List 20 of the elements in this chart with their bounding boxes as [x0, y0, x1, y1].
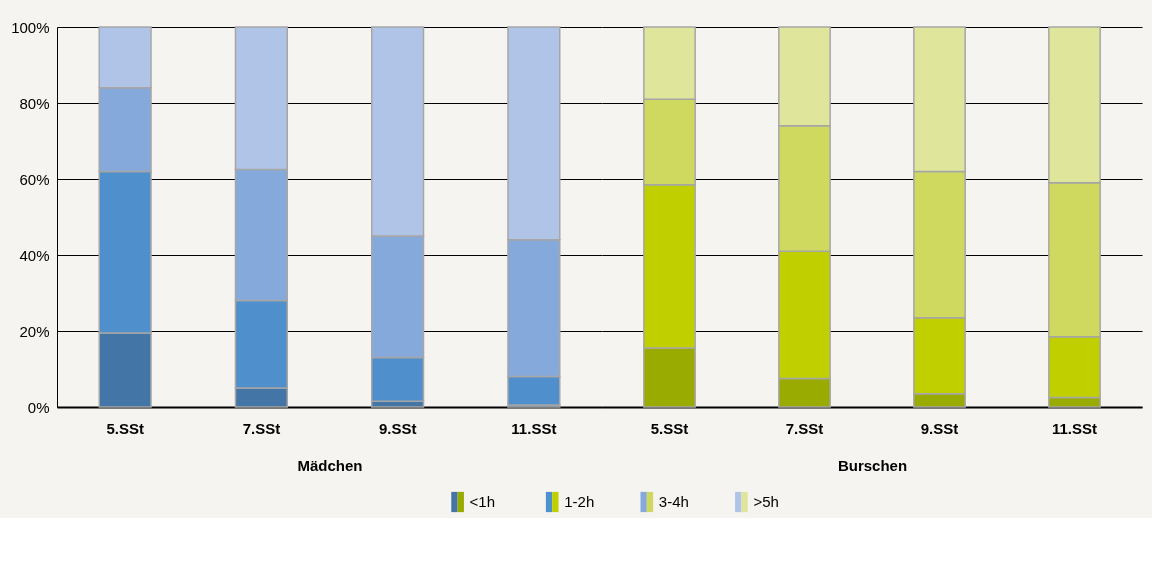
x-tick-label: 5.SSt [650, 419, 689, 437]
x-axis-title: Mädchen [297, 456, 363, 474]
x-tick-label: 7.SSt [242, 419, 281, 437]
x-tick-label: 11.SSt [1051, 419, 1098, 437]
x-tick-label: 9.SSt [920, 419, 959, 437]
y-tick-label: 80% [19, 94, 50, 112]
x-tick-label: 11.SSt [511, 419, 557, 437]
y-tick-label: 20% [19, 322, 50, 340]
y-tick-label: 100% [11, 18, 50, 36]
x-tick-label: 7.SSt [785, 419, 824, 437]
legend-label: >5h [753, 493, 779, 510]
y-tick-label: 60% [19, 170, 50, 188]
y-tick-label: 40% [19, 246, 50, 264]
x-axis-title: Burschen [837, 456, 908, 474]
x-tick-label: 9.SSt [378, 419, 417, 437]
legend-label: 3-4h [658, 493, 689, 510]
legend-label: <1h [469, 493, 496, 510]
x-tick-label: 5.SSt [106, 419, 144, 437]
legend-label: 1-2h [564, 493, 595, 510]
y-tick-label: 0% [27, 398, 50, 416]
